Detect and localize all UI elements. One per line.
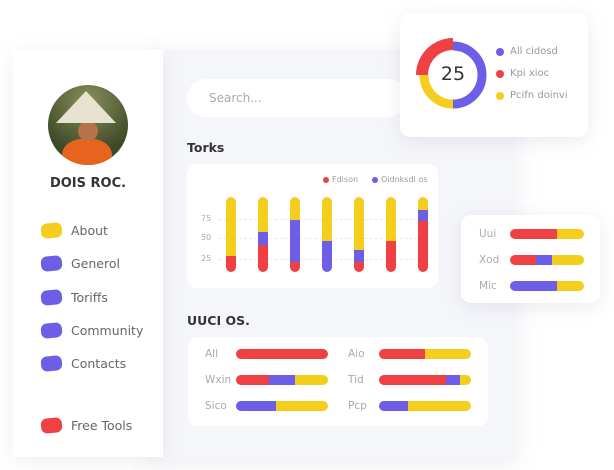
donut-chart xyxy=(416,38,487,109)
segment-red xyxy=(379,349,425,359)
segment-blue xyxy=(354,249,364,262)
side-row-xod: Xod xyxy=(479,254,584,266)
segment-red xyxy=(510,255,536,265)
segment-blue xyxy=(322,240,332,272)
segment-yellow xyxy=(407,401,471,411)
segment-yellow xyxy=(459,375,471,385)
bar-4 xyxy=(322,197,332,272)
segment-yellow xyxy=(552,255,584,265)
segment-red xyxy=(386,240,396,272)
segment-red xyxy=(354,261,364,272)
segment-blue xyxy=(269,375,295,385)
uuci-row-tid: Tid xyxy=(348,374,471,386)
segment-yellow xyxy=(418,197,428,210)
segment-yellow xyxy=(290,197,300,220)
uuci-title: UUCI OS. xyxy=(187,313,250,328)
segment-yellow xyxy=(258,197,268,232)
segment-yellow xyxy=(386,197,396,241)
segment-yellow xyxy=(226,197,236,256)
legend-oidnksdi: Oidnksdi os xyxy=(372,175,427,184)
segment-yellow xyxy=(425,349,471,359)
sidebar-item-about[interactable]: About xyxy=(40,221,108,240)
blob-icon xyxy=(40,354,63,373)
segment-blue xyxy=(290,219,300,262)
sidebar: DOIS ROC. About Generol Toriffs Community Co… xyxy=(13,50,163,457)
tick-50: 50 xyxy=(201,233,212,242)
uuci-row-aio: Aio xyxy=(348,348,471,360)
segment-red xyxy=(258,245,268,272)
uuci-row-wxin: Wxin xyxy=(205,374,328,386)
blob-icon xyxy=(40,254,63,273)
segment-red xyxy=(379,375,447,385)
tick-75: 75 xyxy=(201,214,212,223)
segment-blue xyxy=(510,281,558,291)
segment-red xyxy=(236,349,328,359)
segment-blue xyxy=(236,401,276,411)
donut-segment-red xyxy=(416,38,453,75)
uuci-row-pcp: Pcp xyxy=(348,400,471,412)
segment-red xyxy=(290,261,300,272)
donut-value: 25 xyxy=(440,63,466,85)
tick-25: 25 xyxy=(201,254,212,263)
profile-name: DOIS ROC. xyxy=(49,176,127,191)
side-row-uui: Uui xyxy=(479,228,584,240)
sidebar-item-free-tools[interactable]: Free Tools xyxy=(40,416,132,435)
bar-7 xyxy=(418,197,428,272)
bar-5 xyxy=(354,197,364,272)
uuci-card: All Aio Wxin Tid Sico Pcp xyxy=(188,337,488,426)
search-input[interactable]: Search... xyxy=(187,79,407,117)
segment-blue xyxy=(258,231,268,245)
segment-blue xyxy=(418,209,428,221)
bar-2 xyxy=(258,197,268,272)
blob-icon xyxy=(40,288,63,307)
segment-red xyxy=(510,229,558,239)
donut-legend-item: Pcifn doinvi xyxy=(496,90,568,101)
legend-fdison: Fdison xyxy=(323,175,358,184)
sidebar-item-contacts[interactable]: Contacts xyxy=(40,354,126,373)
torks-chart-card: Fdison Oidnksdi os 75 50 25 xyxy=(187,164,438,288)
avatar xyxy=(48,85,128,165)
sidebar-item-community[interactable]: Community xyxy=(40,321,143,340)
bar-1 xyxy=(226,197,236,272)
segment-yellow xyxy=(294,375,328,385)
side-bars-card: Uui Xod Mic xyxy=(461,215,600,303)
donut-card: 25 All cidosd Kpi xioc Pcifn doinvi xyxy=(400,13,588,137)
sidebar-item-generol[interactable]: Generol xyxy=(40,254,120,273)
sidebar-item-toriffs[interactable]: Toriffs xyxy=(40,288,108,307)
segment-blue xyxy=(535,255,553,265)
uuci-row-all: All xyxy=(205,348,328,360)
bar-6 xyxy=(386,197,396,272)
uuci-row-sico: Sico xyxy=(205,400,328,412)
donut-legend-item: Kpi xioc xyxy=(496,68,549,79)
segment-red xyxy=(418,221,428,272)
segment-yellow xyxy=(557,229,584,239)
blob-icon xyxy=(40,221,63,240)
donut-legend-item: All cidosd xyxy=(496,46,558,57)
segment-yellow xyxy=(322,197,332,241)
segment-red xyxy=(236,375,270,385)
segment-yellow xyxy=(354,197,364,250)
segment-blue xyxy=(379,401,408,411)
segment-blue xyxy=(446,375,460,385)
blob-icon xyxy=(40,321,63,340)
segment-yellow xyxy=(275,401,328,411)
side-row-mic: Mic xyxy=(479,280,584,292)
bar-3 xyxy=(290,197,300,272)
blob-icon xyxy=(40,416,63,435)
segment-red xyxy=(226,255,236,272)
segment-yellow xyxy=(557,281,584,291)
torks-title: Torks xyxy=(187,140,225,155)
